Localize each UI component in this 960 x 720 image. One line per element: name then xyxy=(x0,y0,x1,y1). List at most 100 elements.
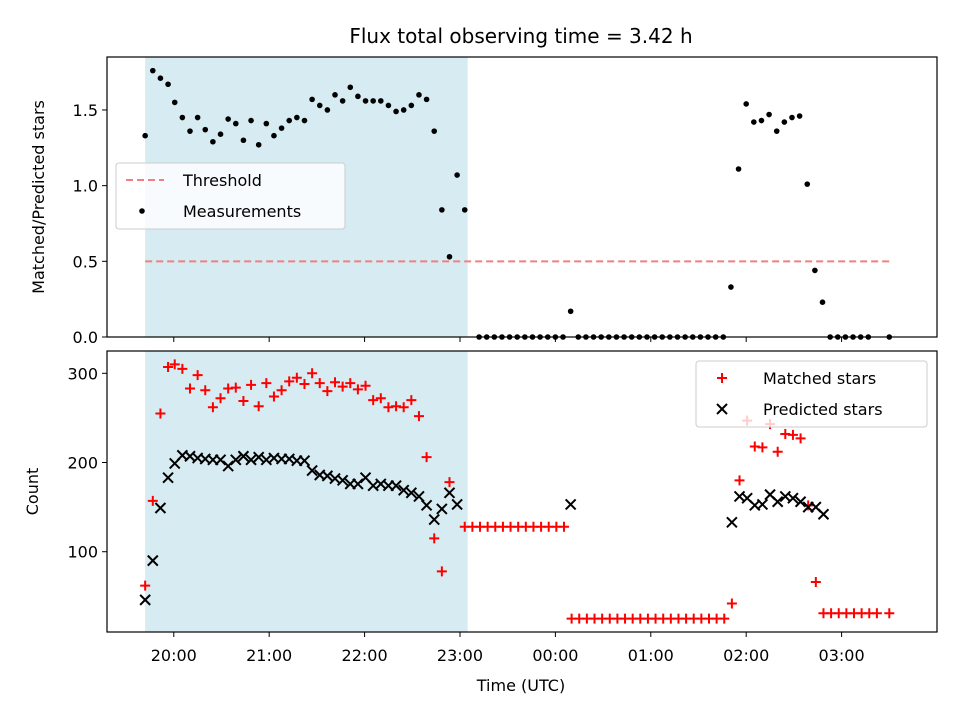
matched-star-point xyxy=(429,533,440,544)
matched-star-point xyxy=(155,408,166,419)
matched-star-point xyxy=(719,613,730,624)
measurement-point xyxy=(187,128,193,134)
matched-star-point xyxy=(192,370,203,381)
measurement-point xyxy=(378,98,384,104)
matched-star-point xyxy=(406,395,417,406)
predicted-star-point xyxy=(436,503,448,515)
matched-star-point xyxy=(398,402,409,413)
plot-frame xyxy=(106,350,938,633)
y-tick-label: 0.5 xyxy=(73,252,98,271)
predicted-star-point xyxy=(154,502,167,514)
legend-label: Measurements xyxy=(183,202,301,221)
measurement-point xyxy=(454,172,460,178)
predicted-star-point xyxy=(321,470,334,482)
matched-star-point xyxy=(147,495,158,506)
measurement-point xyxy=(766,111,772,118)
matched-star-point xyxy=(177,363,188,374)
bottom-panel: 100 200 300 20:00 21:00 22:00 23:00 00:00 01:00 0… xyxy=(23,350,938,665)
predicted-star-point xyxy=(794,496,807,508)
measurement-point xyxy=(339,98,346,104)
measurement-point xyxy=(431,128,438,134)
y-tick-label: 0.0 xyxy=(73,328,98,347)
measurement-point xyxy=(423,96,430,103)
measurement-point xyxy=(171,99,178,106)
measurement-point xyxy=(179,114,186,121)
measurement-point xyxy=(355,93,361,100)
measurement-point xyxy=(461,207,468,213)
y-tick-label: 1.5 xyxy=(73,101,98,120)
series-predicted-stars xyxy=(139,449,830,606)
predicted-star-point xyxy=(237,450,250,462)
matched-star-point xyxy=(787,429,798,440)
matched-star-point xyxy=(307,368,318,379)
predicted-star-point xyxy=(397,484,410,496)
measurement-point xyxy=(400,107,407,113)
measurement-point xyxy=(255,141,262,148)
measurement-point xyxy=(812,267,818,274)
predicted-star-point xyxy=(147,554,159,567)
predicted-star-point xyxy=(420,499,433,512)
measurement-point xyxy=(142,132,148,139)
matched-star-point xyxy=(330,377,341,388)
y-axis-label: Count xyxy=(23,468,42,516)
predicted-star-point xyxy=(428,513,440,526)
legend-box xyxy=(115,162,346,230)
legend-label: Predicted stars xyxy=(763,400,883,419)
measurement-point xyxy=(301,117,308,124)
matched-star-point xyxy=(558,521,569,532)
predicted-star-point xyxy=(726,516,738,528)
predicted-star-point xyxy=(756,498,769,511)
measurement-point xyxy=(217,131,224,137)
matched-star-point xyxy=(734,475,745,486)
matched-star-point xyxy=(185,383,195,394)
matched-star-point xyxy=(314,378,325,389)
measurement-point xyxy=(751,119,757,125)
matched-star-point xyxy=(375,393,386,404)
measurement-point xyxy=(735,166,742,172)
predicted-star-point xyxy=(252,451,265,463)
measurement-point xyxy=(294,114,300,121)
measurement-point xyxy=(210,138,216,145)
measurement-point xyxy=(781,119,788,125)
measurement-point xyxy=(286,117,293,124)
matched-star-point xyxy=(200,385,211,396)
predicted-star-point xyxy=(306,464,318,477)
measurement-point xyxy=(194,114,201,121)
predicted-star-point xyxy=(139,594,151,606)
measurement-point xyxy=(149,67,156,74)
matched-star-point xyxy=(291,372,302,383)
x-tick-label: 20:00 xyxy=(151,646,197,665)
matched-star-point xyxy=(368,395,379,406)
measurement-point xyxy=(165,81,171,88)
predicted-star-point xyxy=(390,479,402,492)
series-matched-stars xyxy=(140,359,895,624)
x-tick-label: 03:00 xyxy=(819,646,865,665)
measurement-point xyxy=(309,96,315,103)
matched-star-point xyxy=(436,566,447,577)
predicted-star-point xyxy=(405,487,418,499)
predicted-star-point xyxy=(771,496,784,508)
predicted-star-point xyxy=(787,492,799,504)
measurement-point xyxy=(248,117,254,124)
y-axis-label: Matched/Predicted stars xyxy=(29,100,48,294)
matched-star-point xyxy=(884,608,895,619)
predicted-star-point xyxy=(817,508,830,520)
measurement-point xyxy=(385,102,392,109)
legend: Matched stars Predicted stars xyxy=(695,360,928,428)
measurement-point xyxy=(567,308,574,315)
chart-title: Flux total observing time = 3.42 h xyxy=(349,24,692,48)
legend-box xyxy=(695,360,928,428)
x-tick-label: 22:00 xyxy=(342,646,388,665)
y-tick-label: 200 xyxy=(67,454,98,473)
measurement-point xyxy=(278,125,285,131)
matched-star-point xyxy=(352,384,363,395)
measurement-point xyxy=(728,284,734,290)
matched-star-point xyxy=(772,446,783,457)
measurement-point xyxy=(202,126,209,133)
measurement-point xyxy=(758,117,765,124)
measurement-point xyxy=(446,253,453,260)
measurement-point xyxy=(743,101,749,107)
predicted-star-point xyxy=(230,454,242,466)
measurement-point xyxy=(157,75,164,81)
matched-star-point xyxy=(413,411,424,422)
